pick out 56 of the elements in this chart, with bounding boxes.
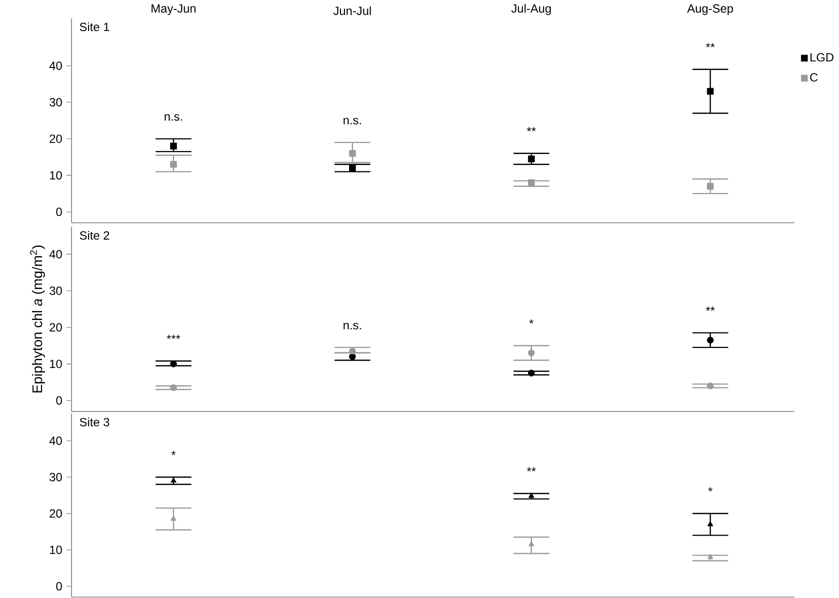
y-tick-label: 30 [50,286,62,296]
point [528,156,535,162]
point [528,541,534,546]
legend-label: C [810,73,818,82]
annotation: n.s. [344,323,361,330]
annotation: ** [526,127,536,132]
annotation: n.s. [344,118,361,125]
y-axis-title: Epiphyton chl a (mg/m$^{2}$) [30,246,45,393]
annotation: ** [706,306,715,311]
point [528,179,535,186]
point [170,142,177,150]
annotation: ** [706,43,715,48]
chart-title: Site 2 [80,231,110,240]
y-tick-label: 40 [49,250,62,259]
y-tick-label: 20 [50,509,62,518]
y-tick-label: 30 [50,98,62,107]
point [707,521,714,526]
y-tick-label: 30 [50,473,62,482]
y-tick-label: 40 [49,436,62,446]
annotation: ** [526,467,536,472]
chart-title: Site 1 [80,22,110,32]
y-tick-label: 10 [50,360,62,368]
x-tick-label: May-Jun [152,4,196,16]
point [706,183,714,190]
point [528,350,535,356]
point [170,384,177,392]
x-tick-label: Jul-Aug [511,4,551,16]
point [707,554,714,560]
y-tick-label: 20 [50,323,62,332]
annotation: * [529,320,534,324]
x-tick-label: Aug-Sep [687,4,733,16]
y-tick-label: 0 [56,582,62,591]
y-tick-label: 10 [50,171,62,180]
y-tick-label: 20 [50,134,62,144]
annotation: *** [166,334,180,340]
point [706,336,714,344]
annotation: n.s. [164,114,182,121]
point [349,348,356,355]
y-tick-label: 0 [56,396,62,405]
x-tick-label: Jun-Jul [333,6,371,16]
point [349,353,356,360]
point [706,88,714,95]
y-tick-label: 10 [50,546,62,554]
point [528,492,534,498]
point [349,150,356,157]
legend-label: LGD [810,53,834,62]
annotation: * [708,487,712,492]
y-tick-label: 40 [49,62,62,70]
point [170,360,177,368]
chart-title: Site 3 [80,418,110,427]
point [528,370,535,377]
annotation: * [171,451,176,456]
point [170,161,177,168]
point [706,382,714,390]
y-tick-label: 0 [56,208,62,216]
point [349,164,356,172]
